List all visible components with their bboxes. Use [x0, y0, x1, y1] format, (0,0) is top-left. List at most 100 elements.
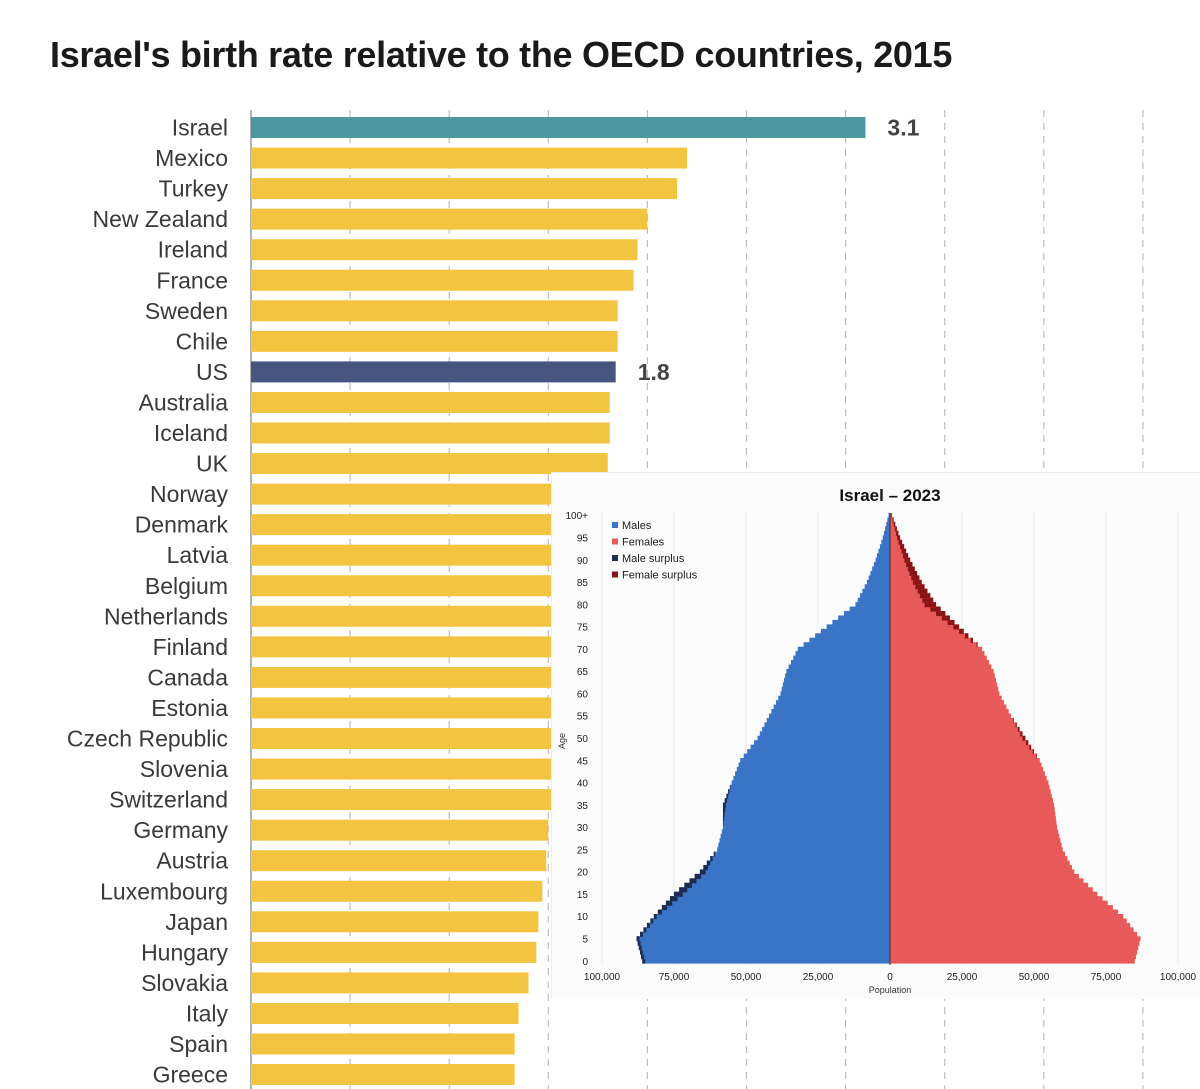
category-label: Ireland [158, 237, 228, 263]
male-band [877, 553, 890, 559]
category-label: Israel [172, 115, 228, 141]
female-band [890, 762, 1042, 768]
female-surplus-band [900, 544, 905, 550]
female-band [890, 633, 969, 639]
population-pyramid-inset: Israel – 2023 0 5 10 15 20 25 30 35 40 45 50 55 60 65 7… [551, 472, 1200, 999]
female-band [890, 700, 1005, 706]
male-surplus-band [722, 807, 726, 813]
bar-australia [251, 391, 610, 413]
female-band [890, 615, 950, 621]
female-surplus-band [1036, 753, 1037, 759]
bar-italy [251, 1002, 519, 1024]
male-band [771, 709, 890, 715]
female-surplus-band [894, 526, 897, 532]
female-band [890, 798, 1054, 804]
bar-latvia [251, 544, 588, 566]
female-surplus-band [891, 513, 893, 519]
age-tick-label: 25 [577, 845, 589, 856]
female-band [890, 562, 913, 568]
category-label: US [196, 359, 228, 385]
bar-hungary [251, 941, 537, 963]
male-surplus-band [653, 913, 657, 920]
female-band [890, 909, 1119, 915]
category-label: Sweden [145, 298, 228, 324]
female-band [890, 922, 1131, 928]
legend-label: Female surplus [622, 570, 698, 582]
female-band [890, 553, 909, 559]
bar-denmark [251, 514, 590, 536]
category-label: Turkey [159, 176, 229, 202]
female-band [890, 548, 907, 554]
male-band [795, 651, 890, 657]
male-band [875, 557, 890, 563]
male-band [780, 691, 890, 697]
female-band [890, 807, 1055, 813]
bar-sweden [251, 300, 618, 322]
bar-luxembourg [251, 880, 543, 902]
female-band [890, 793, 1052, 799]
female-band [890, 905, 1113, 911]
female-band [890, 535, 901, 541]
legend-swatch [612, 571, 618, 578]
female-band [890, 624, 960, 630]
female-band [890, 593, 931, 599]
male-band [764, 722, 890, 728]
female-band [890, 833, 1060, 839]
female-band [890, 851, 1066, 857]
age-tick-label: 20 [577, 868, 589, 879]
male-band [786, 668, 890, 674]
age-tick-label: 10 [577, 912, 589, 923]
female-band [890, 847, 1063, 853]
bar-chile [251, 330, 618, 352]
male-surplus-band [643, 927, 647, 933]
category-label: Japan [165, 909, 228, 935]
male-band [773, 704, 890, 710]
bar-france [251, 269, 634, 291]
female-band [890, 726, 1020, 732]
bar-new-zealand [251, 208, 648, 230]
female-band [890, 544, 905, 550]
female-surplus-band [893, 521, 896, 527]
female-surplus-band [1032, 749, 1034, 755]
male-band [785, 673, 890, 679]
male-band [769, 713, 890, 719]
male-band [873, 562, 890, 568]
female-band [890, 682, 998, 688]
male-band [735, 771, 890, 777]
category-label: UK [196, 451, 229, 477]
male-band [788, 664, 890, 670]
male-band [878, 548, 890, 554]
category-label: Hungary [141, 939, 228, 965]
male-band [888, 513, 890, 519]
female-surplus-band [917, 588, 928, 594]
legend-label: Females [622, 537, 665, 549]
female-surplus-band [936, 611, 946, 617]
male-band [843, 611, 890, 617]
female-surplus-band [913, 579, 922, 585]
category-label: Canada [147, 664, 228, 690]
male-band [820, 628, 890, 634]
male-surplus-band [699, 869, 706, 875]
female-surplus-band [1013, 717, 1014, 724]
female-band [890, 873, 1079, 879]
female-band [890, 864, 1073, 871]
female-band [890, 628, 964, 634]
male-band [743, 753, 890, 759]
female-band [890, 539, 903, 545]
male-band [640, 931, 890, 937]
female-band [890, 775, 1047, 781]
bar-norway [251, 483, 592, 505]
category-label: Czech Republic [67, 726, 228, 752]
female-band [890, 913, 1124, 920]
female-band [890, 513, 893, 519]
male-surplus-band [657, 909, 662, 915]
male-surplus-band [642, 958, 646, 964]
female-band [890, 731, 1023, 737]
male-band [706, 860, 890, 866]
female-band [890, 856, 1068, 862]
female-band [890, 526, 897, 532]
male-band [882, 535, 890, 541]
age-tick-label: 80 [577, 600, 589, 611]
female-band [890, 878, 1084, 884]
male-band [790, 660, 890, 666]
